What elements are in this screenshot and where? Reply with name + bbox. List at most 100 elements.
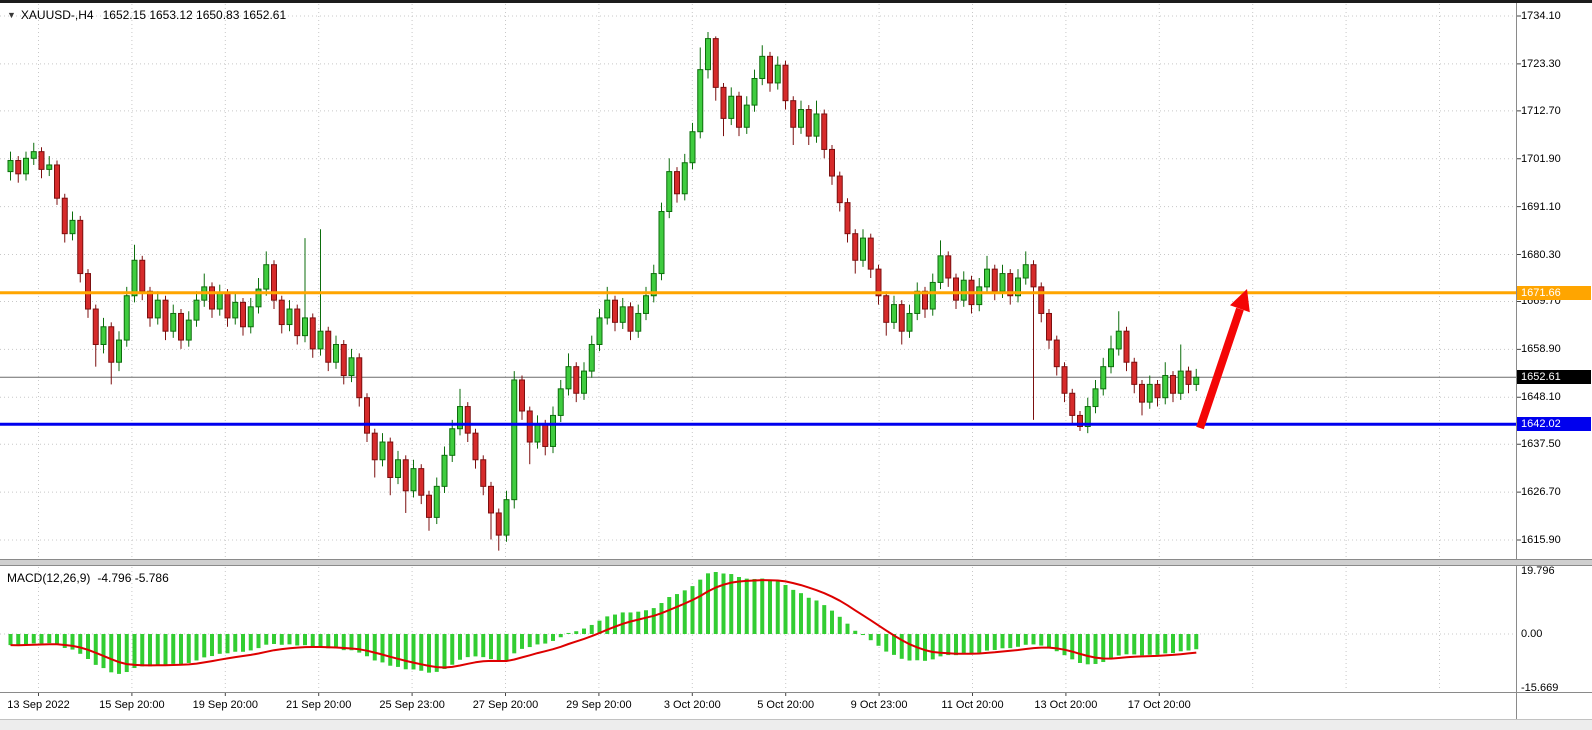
bull-candle [511,379,518,501]
macd-bar [535,634,540,645]
macd-bar [651,608,656,634]
bear-candle [519,379,525,412]
bear-candle [294,308,301,337]
macd-bar [930,634,935,660]
time-tick-label: 25 Sep 23:00 [379,699,445,711]
window-bottom-strip [0,719,1592,730]
bear-candle [325,330,332,363]
macd-bar [210,634,214,657]
bull-candle [689,131,696,164]
bear-candle [790,100,797,128]
macd-bar [171,634,176,664]
macd-bar [907,634,912,661]
bear-candle [821,113,828,150]
macd-bar [287,634,292,645]
bull-candle [557,388,564,416]
macd-bar [558,634,563,638]
bull-candle [588,343,595,372]
bull-candle [906,312,913,332]
macd-bar [1132,634,1137,655]
bear-candle [875,268,882,297]
macd-bar [1078,634,1082,663]
time-tick-label: 21 Sep 20:00 [285,699,352,711]
support-price-tag: 1642.02 [1517,417,1591,432]
macd-bar [86,634,90,659]
macd-bar [194,634,199,661]
macd-bar [248,634,253,651]
bear-candle [1046,312,1052,341]
bear-candle [178,312,184,341]
price-axis[interactable]: 1734.10 1723.30 1712.70 1701.90 1691.10 1680.… [1517,0,1592,719]
bull-candle [395,459,401,478]
pane-splitter[interactable] [0,559,1592,566]
time-tick-label: 17 Oct 20:00 [1127,699,1191,711]
bear-candle [340,343,347,377]
bear-candle [1077,414,1083,428]
macd-bar [969,634,974,654]
bull-candle [929,281,936,310]
macd-bar [884,634,889,652]
bear-candle [162,299,169,332]
macd-bar [272,634,276,644]
bull-candle [1084,406,1091,428]
bear-candle [1154,383,1161,399]
macd-bar [504,634,509,662]
macd-bar [992,634,997,650]
bear-candle [829,148,835,177]
macd-bar [659,603,664,634]
bear-candle [712,38,719,88]
bear-candle [945,255,952,279]
bear-candle [464,406,471,434]
bull-candle [937,255,944,283]
macd-bar [527,634,532,648]
chart-dropdown-icon[interactable]: ▼ [7,10,16,20]
bull-candle [914,290,921,314]
macd-bar [628,612,633,634]
macd-bar [768,580,772,634]
macd-bar [318,634,323,647]
bear-candle [1007,273,1014,297]
macd-bar [1070,634,1075,660]
macd-tick-label: 0.00 [1521,628,1543,640]
macd-bar [566,632,571,634]
bear-candle [1030,264,1037,288]
macd-bar [1016,634,1020,647]
macd-bar [636,611,641,634]
bull-candle [976,286,983,306]
macd-bar [1171,634,1175,654]
bull-candle [705,38,711,71]
price-tick-label: 1626.70 [1521,486,1561,499]
macd-bar [1163,634,1168,654]
bull-candle [333,343,339,363]
macd-bar [55,634,59,645]
bear-candle [38,151,45,170]
time-tick-label: 13 Sep 2022 [7,699,70,711]
bear-candle [1139,383,1145,403]
bear-candle [54,164,60,199]
price-tick-label: 1637.50 [1521,438,1561,451]
time-axis[interactable]: 13 Sep 2022 15 Sep 20:00 19 Sep 20:00 21 Se… [0,693,1516,719]
bear-candle [674,171,680,195]
time-tick-label: 5 Oct 20:00 [757,699,815,711]
macd-bar [365,634,369,657]
macd-bar [512,634,517,654]
bull-candle [1100,366,1107,390]
macd-bar [977,634,982,653]
bull-candle [565,366,572,390]
macd-bar [1178,634,1183,652]
bear-candle [782,64,789,102]
trend-arrow[interactable] [1196,289,1250,430]
macd-bar [822,605,827,634]
macd-bar [326,634,331,649]
bear-candle [1038,286,1045,314]
macd-bar [853,630,858,634]
bull-candle [123,295,130,341]
macd-bar [31,634,36,644]
bull-candle [697,69,704,133]
macd-histogram [8,572,1199,674]
bear-candle [371,432,378,461]
macd-bar [465,634,470,658]
price-tick-label: 1691.10 [1521,200,1561,213]
macd-bar [1039,634,1044,646]
bear-candle [278,299,285,326]
